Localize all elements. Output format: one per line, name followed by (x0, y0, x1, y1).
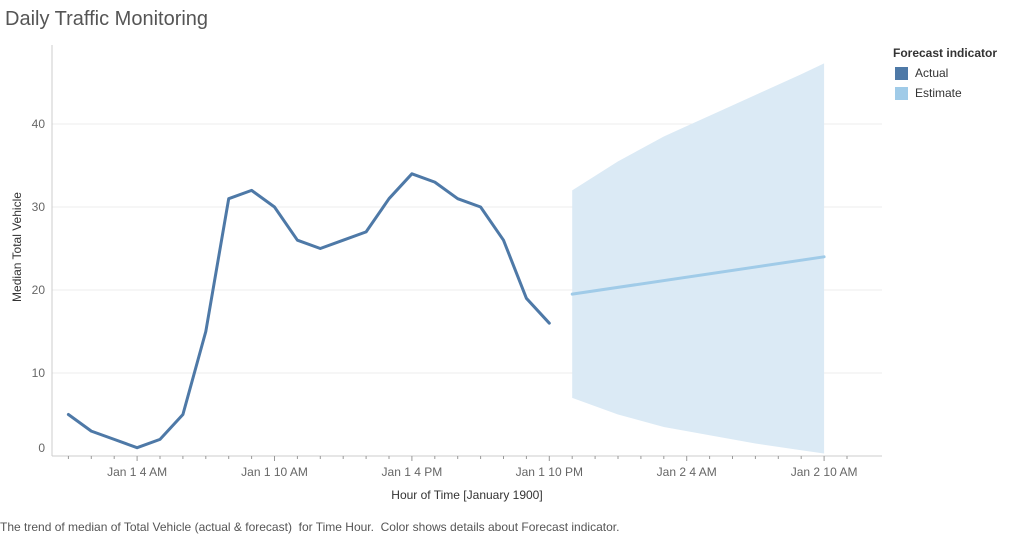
series-layer (64, 170, 828, 452)
data-point-actual[interactable] (271, 203, 279, 211)
axes (51, 45, 882, 457)
x-tick-label: Jan 2 10 AM (791, 465, 858, 479)
forecast-band (572, 63, 825, 454)
x-tick-label: Jan 1 10 AM (241, 465, 308, 479)
legend-swatch-estimate (895, 86, 908, 100)
y-tick-labels: 0 10 20 30 40 (32, 117, 46, 455)
data-point-actual[interactable] (408, 170, 416, 178)
data-point-actual[interactable] (522, 294, 530, 302)
data-point-actual[interactable] (110, 435, 118, 443)
data-point-actual[interactable] (133, 444, 141, 452)
legend-swatch-actual (895, 66, 908, 80)
data-point-actual[interactable] (248, 186, 256, 194)
x-tick-label: Jan 1 4 AM (107, 465, 167, 479)
x-tick-label: Jan 1 10 PM (516, 465, 583, 479)
data-point-actual[interactable] (179, 411, 187, 419)
data-point-estimate[interactable] (820, 253, 828, 261)
data-point-actual[interactable] (339, 236, 347, 244)
series-line-estimate[interactable] (570, 255, 826, 296)
x-ticks: Jan 1 4 AM Jan 1 10 AM Jan 1 4 PM Jan 1 10 … (67, 456, 858, 479)
data-point-estimate[interactable] (568, 290, 576, 298)
data-point-actual[interactable] (225, 195, 233, 203)
legend-item-estimate[interactable]: Estimate (893, 83, 1023, 103)
data-point-actual[interactable] (545, 319, 553, 327)
data-point-actual[interactable] (477, 203, 485, 211)
y-tick-label: 20 (32, 283, 46, 297)
x-tick-label: Jan 1 4 PM (382, 465, 443, 479)
data-point-actual[interactable] (87, 427, 95, 435)
legend: Forecast indicator Actual Estimate (893, 46, 1023, 103)
legend-label-actual: Actual (915, 66, 949, 80)
data-point-actual[interactable] (316, 245, 324, 253)
chart-caption: The trend of median of Total Vehicle (ac… (0, 520, 620, 534)
forecast-band-layer (572, 63, 825, 454)
data-point-actual[interactable] (431, 178, 439, 186)
y-tick-label: 0 (38, 441, 45, 455)
legend-item-actual[interactable]: Actual (893, 63, 1023, 83)
data-point-actual[interactable] (362, 228, 370, 236)
data-point-actual[interactable] (202, 328, 210, 336)
data-point-actual[interactable] (293, 236, 301, 244)
data-point-actual[interactable] (64, 411, 72, 419)
y-axis-label: Median Total Vehicle (10, 192, 24, 302)
data-point-actual[interactable] (156, 435, 164, 443)
chart-title: Daily Traffic Monitoring (5, 8, 209, 30)
legend-title: Forecast indicator (893, 46, 998, 60)
y-tick-label: 10 (32, 366, 46, 380)
series-line-actual[interactable] (66, 172, 551, 450)
x-axis-label: Hour of Time [January 1900] (391, 488, 543, 502)
x-tick-label: Jan 2 4 AM (657, 465, 717, 479)
y-tick-label: 30 (32, 200, 46, 214)
data-point-actual[interactable] (500, 236, 508, 244)
data-point-actual[interactable] (385, 195, 393, 203)
legend-label-estimate: Estimate (915, 86, 962, 100)
y-tick-label: 40 (32, 117, 46, 131)
data-point-actual[interactable] (454, 195, 462, 203)
